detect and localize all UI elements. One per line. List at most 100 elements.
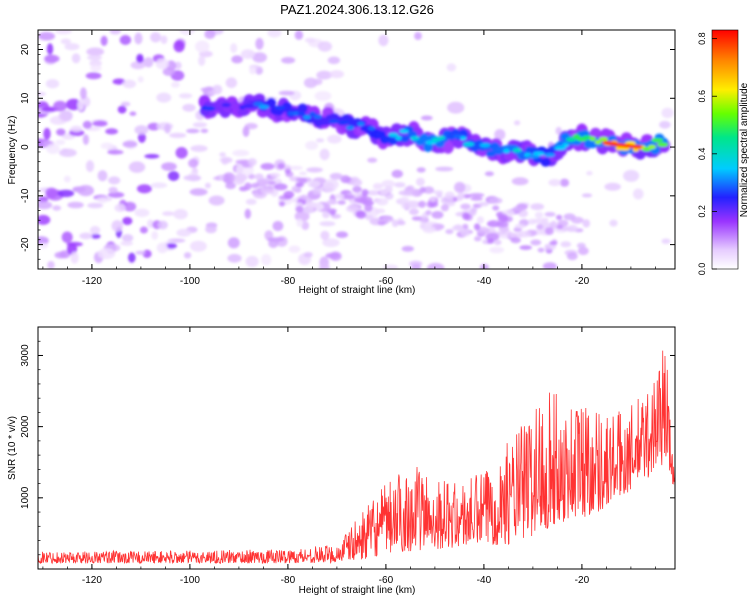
spectrogram-noise-blob: [623, 169, 640, 182]
spectrogram-noise-blob: [355, 210, 367, 219]
spectrogram-ridge-core: [388, 132, 399, 137]
spectrogram-noise-blob: [122, 79, 137, 89]
snr-y-label: SNR (10 * v/v): [7, 416, 18, 480]
spectrogram-noise-blob: [111, 220, 124, 232]
spectrogram-ridge-core: [632, 147, 639, 152]
snr-series-line: [38, 350, 675, 565]
spectrogram-noise-blob: [114, 203, 126, 212]
spectrogram-noise-blob: [108, 186, 118, 194]
spectrogram-noise-blob: [440, 204, 449, 212]
spectrogram-noise-blob: [391, 219, 399, 227]
spectrogram-noise-blob: [120, 101, 131, 107]
spectrogram-noise-blob: [119, 35, 132, 45]
spectrogram-noise-blob: [493, 239, 502, 245]
spectrogram-noise-blob: [112, 78, 126, 85]
spectrogram-noise-blob: [171, 81, 180, 88]
spectrogram-noise-blob: [134, 125, 149, 135]
spectrogram-noise-blob: [548, 179, 561, 187]
colorbar-label: Normalized spectral amplitude: [739, 82, 750, 217]
spectrogram-noise-blob: [326, 208, 337, 214]
snr-y-tick-label: 1000: [20, 486, 31, 509]
snr-x-tick-label: -100: [180, 575, 200, 586]
snr-y-tick-label: 3000: [20, 344, 31, 367]
spectrogram-noise-blob: [383, 264, 399, 269]
spectrogram-noise-blob: [245, 198, 257, 205]
spectrogram-noise-blob: [336, 231, 348, 238]
spectrogram-noise-blob: [251, 182, 259, 189]
spectrogram-ridge-body: [281, 102, 292, 112]
spectrogram-ridge-core: [562, 142, 569, 148]
spectrogram-noise-blob: [252, 52, 267, 63]
spectrogram-noise-blob: [38, 196, 49, 203]
spectrogram-ridge-core: [368, 126, 376, 131]
spectrogram-noise-blob: [77, 99, 85, 111]
spectrogram-ridge-core: [339, 120, 351, 125]
spectrogram-noise-blob: [56, 128, 66, 136]
spectrogram-noise-blob: [150, 182, 168, 189]
spectrogram-noise-blob: [301, 221, 310, 231]
spectrogram-noise-blob: [352, 186, 362, 193]
spectrogram-noise-blob: [283, 190, 295, 199]
spectrogram-ridge-core: [463, 142, 475, 147]
spectrogram-noise-blob: [147, 219, 154, 228]
spectrogram-noise-blob: [162, 67, 175, 76]
spectrogram-noise-blob: [222, 174, 232, 183]
spectrogram-noise-blob: [559, 178, 570, 187]
snr-plot-area: [38, 327, 675, 569]
spectrogram-noise-blob: [489, 246, 505, 254]
spectrogram-noise-blob: [128, 252, 136, 263]
spectrogram-noise-blob: [340, 175, 351, 184]
spectrogram-noise-blob: [398, 190, 413, 196]
spectrogram-ridge-core: [598, 136, 609, 142]
spectrogram-ridge-core: [425, 140, 437, 145]
spectrogram-noise-blob: [70, 251, 79, 264]
spectrogram-noise-blob: [567, 224, 578, 233]
spectrogram-noise-blob: [47, 261, 55, 269]
spectrogram-noise-blob: [556, 214, 563, 221]
spectrogram-frame: [37, 29, 676, 270]
figure-title: PAZ1.2024.306.13.12.G26: [280, 2, 434, 17]
spectrogram-noise-blob: [167, 171, 180, 181]
spectrogram-noise-blob: [266, 237, 285, 242]
spectrogram-noise-blob: [186, 128, 200, 134]
spectrogram-noise-blob: [304, 37, 316, 43]
spectrogram-ridge-core: [647, 144, 657, 150]
colorbar: 0.0 0.2 0.4 0.6 0.8 Normalized spectral ampl…: [697, 29, 750, 275]
spectrogram-noise-blob: [190, 145, 208, 152]
spectrogram-noise-blob: [261, 254, 272, 266]
spectrogram-ridge-body: [540, 157, 551, 167]
spectrogram-noise-blob: [432, 190, 444, 195]
snr-frame: [37, 326, 676, 570]
spectrogram-noise-blob: [544, 212, 556, 217]
spectrogram-ridge-core: [532, 151, 545, 156]
spectrogram-noise-blob: [45, 187, 58, 199]
spectrogram-noise-blob: [235, 164, 244, 175]
spectrogram-noise-blob: [90, 233, 101, 239]
spectrogram-noise-blob: [375, 198, 389, 206]
spectrogram-noise-blob: [195, 40, 210, 53]
spectrogram-noise-blob: [581, 193, 593, 198]
spectrogram-noise-blob: [372, 183, 383, 190]
spectrogram-noise-blob: [300, 194, 308, 200]
spectrogram-noise-blob: [178, 93, 193, 99]
spectrogram-ridge-core: [572, 134, 581, 139]
colorbar-gradient: [712, 30, 738, 269]
spectrogram-noise-blob: [322, 210, 330, 219]
spectrogram-noise-blob: [208, 195, 225, 206]
spectrogram-noise-blob: [212, 84, 223, 95]
spectrogram-noise-blob: [364, 203, 373, 212]
spectrogram-heatmap: [38, 30, 674, 269]
spectrogram-noise-blob: [633, 188, 644, 200]
spectrogram-noise-blob: [289, 165, 303, 170]
colorbar-ticks: 0.0 0.2 0.4 0.6 0.8: [697, 32, 717, 275]
spectrogram-noise-blob: [609, 219, 618, 227]
spectrogram-noise-blob: [576, 242, 586, 249]
spectrogram-noise-blob: [38, 201, 53, 210]
spectrogram-noise-blob: [509, 232, 523, 239]
spectrogram-noise-blob: [530, 203, 545, 211]
snr-x-tick-label: -80: [281, 575, 296, 586]
spectrogram-ridge-peak: [634, 145, 643, 149]
snr-x-tick-label: -40: [477, 575, 492, 586]
spectrogram-noise-blob: [327, 134, 342, 144]
